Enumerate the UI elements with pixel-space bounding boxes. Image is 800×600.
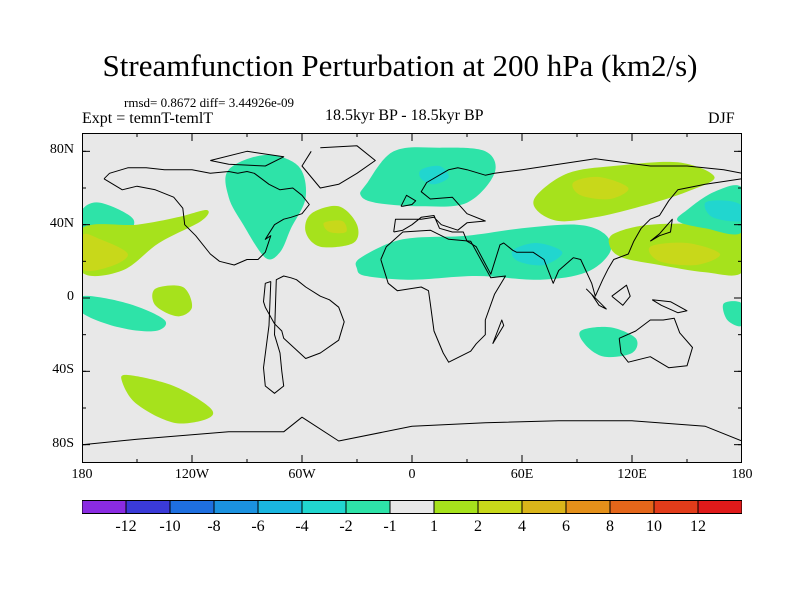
colorbar — [82, 500, 742, 514]
coastline — [585, 288, 607, 310]
longitude-tick-label: 180 — [731, 467, 753, 482]
colorbar-label: -4 — [295, 518, 309, 535]
colorbar-swatch — [169, 500, 215, 514]
map-frame — [82, 133, 742, 463]
colorbar-swatch — [257, 500, 303, 514]
coastline — [263, 275, 345, 394]
negative-anomaly-region — [355, 224, 612, 280]
longitude-tick-label: 180 — [71, 467, 93, 482]
colorbar-swatch — [477, 500, 523, 514]
negative-anomaly-region — [704, 200, 742, 222]
positive-anomaly-region — [323, 220, 347, 234]
chart-title: Streamfunction Perturbation at 200 hPa (… — [102, 48, 698, 83]
anomaly-regions — [82, 147, 742, 424]
positive-anomaly-region — [82, 233, 128, 272]
colorbar-swatch — [433, 500, 479, 514]
negative-anomaly-region — [419, 165, 449, 185]
colorbar-label: -1 — [383, 518, 397, 535]
latitude-tick-label: 0 — [67, 289, 74, 304]
negative-anomaly-region — [225, 154, 307, 260]
colorbar-label: 4 — [518, 518, 526, 535]
season-label: DJF — [708, 110, 735, 127]
colorbar-swatch — [213, 500, 259, 514]
coastline — [393, 158, 742, 297]
coastline — [400, 194, 417, 207]
latitude-tick-label: 80S — [52, 435, 74, 451]
coastline — [210, 150, 285, 167]
colorbar-label: 10 — [646, 518, 662, 535]
positive-anomaly-region — [152, 285, 193, 317]
coastline — [651, 299, 688, 314]
colorbar-label: -2 — [339, 518, 353, 535]
coastline — [301, 145, 376, 189]
latitude-tick-label: 80N — [49, 142, 74, 158]
negative-anomaly-region — [82, 295, 167, 332]
colorbar-swatch — [125, 500, 171, 514]
positive-anomaly-region — [648, 242, 721, 266]
colorbar-label: 6 — [562, 518, 570, 535]
negative-anomaly-region — [722, 301, 742, 327]
colorbar-label: 12 — [690, 518, 706, 535]
longitude-tick-label: 0 — [408, 467, 416, 482]
positive-anomaly-region — [572, 176, 629, 200]
colorbar-label: -8 — [207, 518, 221, 535]
coastline — [492, 319, 505, 345]
negative-anomaly-region — [511, 242, 563, 266]
colorbar-swatch — [565, 500, 611, 514]
colorbar-swatch — [301, 500, 347, 514]
colorbar-label: 2 — [474, 518, 482, 535]
colorbar-label: -6 — [251, 518, 265, 535]
longitude-tick-label: 60W — [288, 467, 316, 482]
negative-anomaly-region — [579, 326, 638, 358]
colorbar-swatch — [653, 500, 699, 514]
coastline — [618, 317, 693, 369]
colorbar-swatch — [345, 500, 391, 514]
experiment-label: Expt = temnT-temlT — [82, 110, 214, 127]
coastline — [649, 218, 673, 242]
colorbar-swatch — [82, 500, 127, 514]
colorbar-swatch — [389, 500, 435, 514]
colorbar-swatch — [521, 500, 567, 514]
positive-anomaly-region — [121, 374, 214, 424]
colorbar-label: -12 — [115, 518, 137, 535]
latitude-tick-label: 40N — [49, 215, 74, 231]
world-map — [82, 133, 742, 463]
colorbar-label: -10 — [159, 518, 181, 535]
longitude-tick-label: 120E — [617, 467, 647, 482]
coastline — [611, 284, 631, 306]
colorbar-label: 1 — [430, 518, 438, 535]
coastline — [380, 229, 506, 363]
coastline — [82, 416, 742, 446]
coastlines — [82, 145, 742, 446]
colorbar-swatch — [697, 500, 742, 514]
coastline — [103, 167, 310, 266]
colorbar-label: 8 — [606, 518, 614, 535]
latitude-tick-label: 40S — [52, 362, 74, 378]
longitude-tick-label: 60E — [510, 467, 534, 482]
period-label: 18.5kyr BP - 18.5kyr BP — [325, 107, 484, 124]
colorbar-swatch — [609, 500, 655, 514]
stats-label: rmsd= 0.8672 diff= 3.44926e-09 — [124, 95, 295, 110]
longitude-tick-label: 120W — [174, 467, 210, 482]
